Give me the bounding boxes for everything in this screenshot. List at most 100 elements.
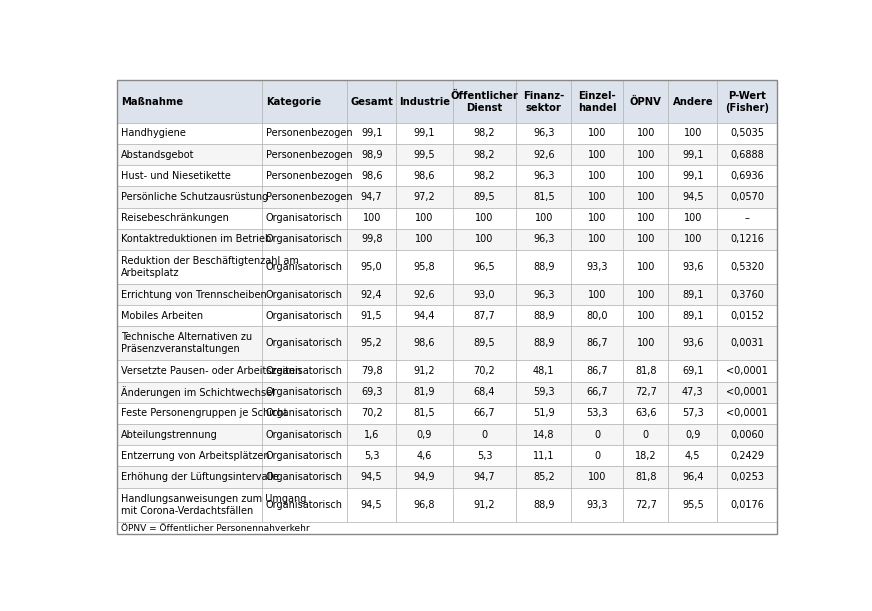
Bar [117,250,262,284]
Text: ÖPNV = Öffentlicher Personennahverkehr: ÖPNV = Öffentlicher Personennahverkehr [121,524,310,533]
Text: <0,0001: <0,0001 [726,366,768,376]
Bar [117,382,262,403]
Bar [571,382,623,403]
Bar [347,208,396,229]
Text: Personenbezogen: Personenbezogen [266,171,352,181]
Bar [668,250,718,284]
Bar [396,488,453,522]
Text: 91,2: 91,2 [413,366,435,376]
Bar [347,186,396,208]
Bar [117,403,262,424]
Text: Entzerrung von Arbeitsplätzen: Entzerrung von Arbeitsplätzen [121,451,269,461]
Bar [396,229,453,250]
Bar [262,306,347,326]
Text: 98,2: 98,2 [473,171,495,181]
Text: 0: 0 [595,451,601,461]
Bar [117,144,262,165]
Bar [516,208,571,229]
Bar [347,284,396,306]
Bar [262,144,347,165]
Text: 48,1: 48,1 [533,366,555,376]
Text: Persönliche Schutzausrüstung: Persönliche Schutzausrüstung [121,192,269,202]
Bar [668,403,718,424]
Bar [718,250,777,284]
Text: Reisebeschränkungen: Reisebeschränkungen [121,213,229,223]
Text: 100: 100 [637,192,655,202]
Bar [396,326,453,360]
Text: ÖPNV: ÖPNV [630,97,662,107]
Bar [718,424,777,445]
Text: 0,5320: 0,5320 [730,262,764,272]
Text: 57,3: 57,3 [682,409,704,419]
Text: 100: 100 [684,235,702,244]
Text: 100: 100 [363,213,381,223]
Text: Organisatorisch: Organisatorisch [266,409,343,419]
Text: 98,2: 98,2 [473,128,495,139]
Text: 94,9: 94,9 [413,472,435,482]
Bar [262,466,347,488]
Bar [516,306,571,326]
Text: 95,5: 95,5 [682,500,704,510]
Bar [453,186,516,208]
Bar [347,403,396,424]
Bar [623,326,668,360]
Text: 100: 100 [637,128,655,139]
Bar [516,466,571,488]
Text: 93,3: 93,3 [587,500,608,510]
Text: 0,9: 0,9 [417,430,433,440]
Text: Mobiles Arbeiten: Mobiles Arbeiten [121,311,203,321]
Bar [516,445,571,466]
Bar [718,81,777,123]
Text: 0,2429: 0,2429 [730,451,764,461]
Text: 100: 100 [475,235,494,244]
Text: 85,2: 85,2 [533,472,555,482]
Text: Personenbezogen: Personenbezogen [266,128,352,139]
Text: 87,7: 87,7 [473,311,495,321]
Text: Organisatorisch: Organisatorisch [266,451,343,461]
Text: Handlungsanweisungen zum Umgang
mit Corona-Verdachtsfällen: Handlungsanweisungen zum Umgang mit Coro… [121,494,307,516]
Bar [571,466,623,488]
Text: 69,3: 69,3 [361,387,383,397]
Text: 0,6888: 0,6888 [730,150,764,159]
Bar [117,522,777,535]
Text: Personenbezogen: Personenbezogen [266,192,352,202]
Bar [262,326,347,360]
Bar [453,165,516,186]
Bar [718,326,777,360]
Text: Errichtung von Trennscheiben: Errichtung von Trennscheiben [121,290,267,299]
Text: 100: 100 [637,338,655,348]
Bar [453,81,516,123]
Bar [516,424,571,445]
Text: 96,8: 96,8 [413,500,435,510]
Bar [571,326,623,360]
Text: 0: 0 [643,430,649,440]
Text: 0,0176: 0,0176 [730,500,764,510]
Text: 89,1: 89,1 [682,311,704,321]
Text: 94,4: 94,4 [413,311,435,321]
Text: 5,3: 5,3 [364,451,379,461]
Text: Handhygiene: Handhygiene [121,128,186,139]
Bar [262,229,347,250]
Bar [453,382,516,403]
Text: Maßnahme: Maßnahme [121,97,183,106]
Bar [623,165,668,186]
Bar [571,123,623,144]
Bar [453,424,516,445]
Bar [453,403,516,424]
Bar [396,360,453,382]
Bar [668,360,718,382]
Text: 99,8: 99,8 [361,235,383,244]
Text: Feste Personengruppen je Schicht: Feste Personengruppen je Schicht [121,409,288,419]
Text: –: – [745,213,749,223]
Text: 99,1: 99,1 [413,128,435,139]
Text: 66,7: 66,7 [587,387,608,397]
Text: 100: 100 [637,171,655,181]
Bar [453,488,516,522]
Text: 93,3: 93,3 [587,262,608,272]
Bar [347,424,396,445]
Bar [623,81,668,123]
Text: 69,1: 69,1 [682,366,704,376]
Bar [623,403,668,424]
Text: 86,7: 86,7 [587,338,608,348]
Text: 93,6: 93,6 [682,262,704,272]
